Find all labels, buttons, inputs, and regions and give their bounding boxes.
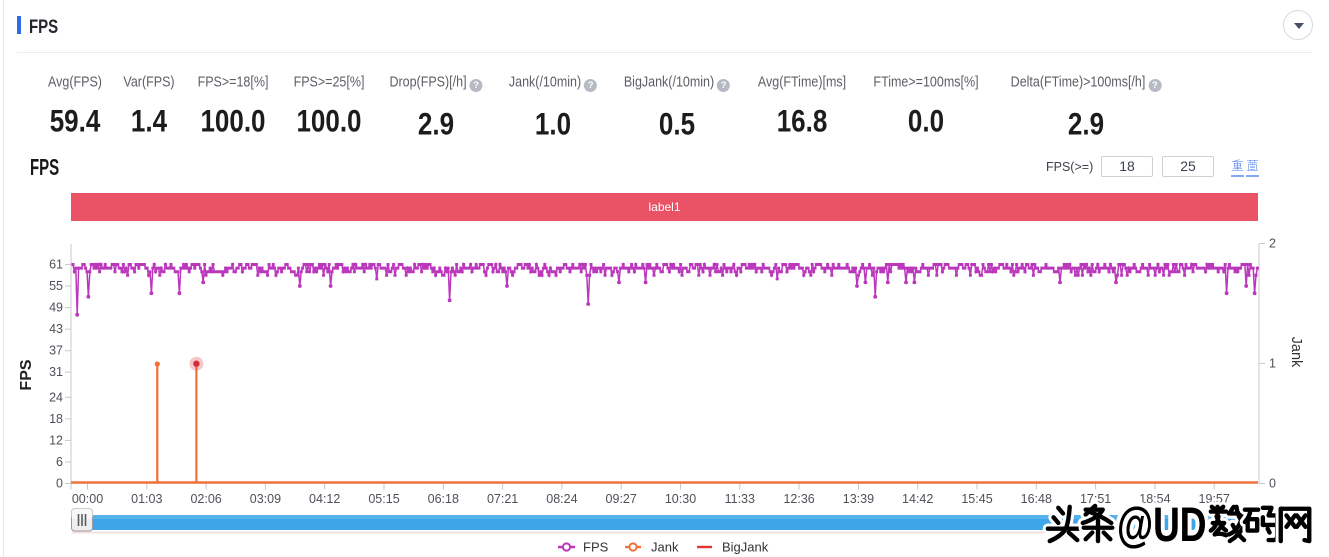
svg-text:03:09: 03:09 [250, 492, 281, 506]
svg-text:15:45: 15:45 [961, 492, 992, 506]
svg-text:12: 12 [49, 433, 63, 447]
svg-text:43: 43 [49, 322, 63, 336]
svg-text:02:06: 02:06 [190, 492, 221, 506]
svg-text:6: 6 [56, 455, 63, 469]
svg-text:@UD: @UD [1117, 498, 1207, 552]
svg-text:1: 1 [1269, 357, 1276, 371]
svg-text:2: 2 [1269, 237, 1276, 251]
svg-text:10:30: 10:30 [665, 492, 696, 506]
svg-text:BigJank: BigJank [722, 540, 769, 555]
svg-text:37: 37 [49, 344, 63, 358]
svg-text:0: 0 [56, 477, 63, 491]
svg-text:61: 61 [49, 258, 63, 272]
svg-text:16:48: 16:48 [1021, 492, 1052, 506]
svg-text:06:18: 06:18 [428, 492, 459, 506]
svg-text:05:15: 05:15 [368, 492, 399, 506]
svg-text:08:24: 08:24 [546, 492, 577, 506]
svg-text:12:36: 12:36 [783, 492, 814, 506]
svg-text:@UD: @UD [1117, 498, 1207, 552]
svg-text:49: 49 [49, 301, 63, 315]
svg-text:Jank: Jank [651, 540, 679, 555]
svg-text:55: 55 [49, 279, 63, 293]
svg-text:11:33: 11:33 [725, 492, 755, 506]
svg-text:FPS: FPS [583, 540, 609, 555]
svg-text:00:00: 00:00 [72, 492, 103, 506]
svg-text:Jank: Jank [1288, 337, 1304, 368]
svg-text:31: 31 [49, 365, 63, 379]
svg-text:01:03: 01:03 [131, 492, 162, 506]
svg-text:0: 0 [1269, 477, 1276, 491]
svg-text:24: 24 [49, 390, 63, 404]
svg-text:13:39: 13:39 [843, 492, 874, 506]
svg-text:07:21: 07:21 [487, 492, 518, 506]
svg-text:FPS: FPS [18, 359, 35, 390]
svg-text:18:54: 18:54 [1139, 492, 1170, 506]
svg-text:18: 18 [49, 412, 63, 426]
svg-text:17:51: 17:51 [1080, 492, 1111, 506]
svg-text:04:12: 04:12 [309, 492, 340, 506]
svg-text:09:27: 09:27 [606, 492, 637, 506]
svg-text:14:42: 14:42 [902, 492, 933, 506]
